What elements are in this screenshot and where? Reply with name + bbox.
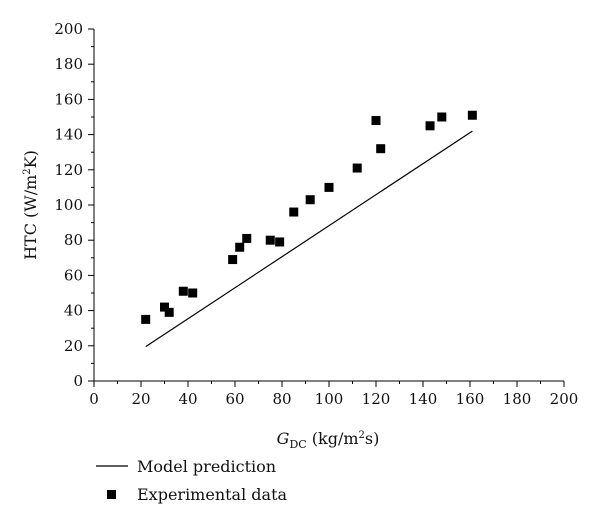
experimental-point [188, 288, 198, 298]
x-tick-label: 180 [503, 390, 532, 408]
experimental-point [437, 112, 447, 122]
x-tick-label: 0 [89, 390, 99, 408]
x-tick-label: 100 [315, 390, 344, 408]
y-tick-label: 200 [54, 20, 83, 38]
x-tick-label: 60 [225, 390, 244, 408]
experimental-point [178, 286, 188, 296]
y-tick-label: 40 [64, 302, 83, 320]
data-marks [141, 110, 477, 348]
experimental-point [265, 235, 275, 245]
y-tick-label: 100 [54, 196, 83, 214]
experimental-point [376, 144, 386, 154]
x-tick-label: 200 [550, 390, 579, 408]
x-tick-label: 120 [362, 390, 391, 408]
axes [93, 29, 564, 382]
legend: Model prediction Experimental data [96, 457, 288, 504]
y-tick-label: 0 [73, 372, 83, 390]
experimental-point [228, 255, 238, 265]
y-tick-label: 120 [54, 161, 83, 179]
experimental-point [371, 116, 381, 126]
experimental-point [305, 195, 315, 205]
experimental-point [289, 207, 299, 217]
x-tick-label: 160 [456, 390, 485, 408]
y-tick-label: 60 [64, 266, 83, 284]
experimental-point [242, 233, 252, 243]
experimental-point [164, 307, 174, 317]
experimental-point [141, 314, 151, 324]
y-axis-title: HTC (W/m2K) [21, 150, 40, 260]
x-tick-label: 40 [178, 390, 197, 408]
x-tick-label: 80 [272, 390, 291, 408]
experimental-point [324, 182, 334, 192]
y-tick-label: 140 [54, 126, 83, 144]
legend-square-swatch [107, 490, 116, 499]
y-tick-label: 80 [64, 231, 83, 249]
experimental-point [160, 302, 169, 312]
experimental-point [467, 110, 477, 120]
legend-label-experimental: Experimental data [137, 485, 288, 504]
y-tick-label: 20 [64, 337, 83, 355]
model-prediction-line [145, 130, 473, 348]
y-tick-label: 180 [54, 55, 83, 73]
x-axis-title: GDC (kg/m2s) [277, 429, 380, 451]
experimental-point [275, 237, 285, 247]
y-tick-label: 160 [54, 90, 83, 108]
ticks: 0 20 40 60 80 100 120 140 160 180 200 0 20 40 60 80 100 1… [54, 20, 578, 408]
experimental-point [235, 242, 245, 252]
x-tick-label: 20 [131, 390, 150, 408]
experimental-point [425, 121, 435, 131]
x-tick-label: 140 [409, 390, 438, 408]
experimental-point [352, 163, 362, 173]
legend-label-model: Model prediction [137, 457, 276, 476]
